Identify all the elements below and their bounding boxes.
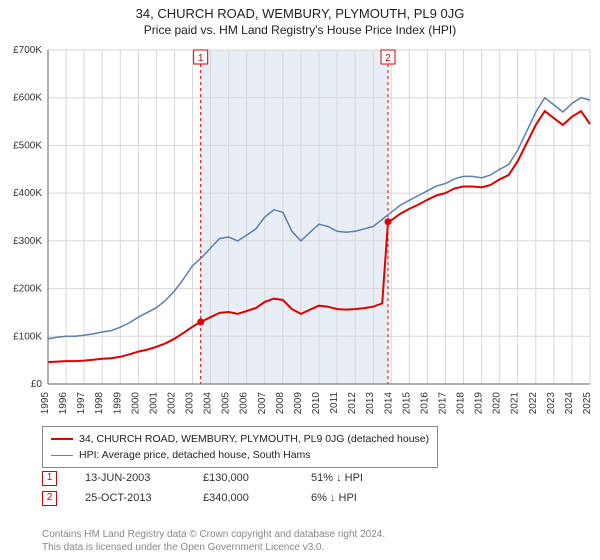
legend-label: 34, CHURCH ROAD, WEMBURY, PLYMOUTH, PL9 … — [79, 431, 429, 447]
svg-text:2017: 2017 — [437, 392, 448, 415]
svg-text:2020: 2020 — [492, 392, 503, 415]
svg-text:2005: 2005 — [221, 392, 232, 415]
svg-text:2007: 2007 — [257, 392, 268, 415]
svg-text:2022: 2022 — [528, 392, 539, 415]
svg-text:1998: 1998 — [94, 392, 105, 415]
svg-text:2000: 2000 — [130, 392, 141, 415]
svg-text:1: 1 — [198, 53, 204, 64]
chart-container: 34, CHURCH ROAD, WEMBURY, PLYMOUTH, PL9 … — [0, 0, 600, 560]
svg-text:2001: 2001 — [148, 392, 159, 415]
event-row: 1 13-JUN-2003 £130,000 51% ↓ HPI — [42, 468, 401, 488]
event-pct: 6% ↓ HPI — [311, 492, 401, 504]
svg-text:2023: 2023 — [546, 392, 557, 415]
svg-text:2012: 2012 — [347, 392, 358, 415]
svg-text:2024: 2024 — [564, 392, 575, 415]
svg-text:£400K: £400K — [13, 188, 42, 199]
svg-text:2018: 2018 — [456, 392, 467, 415]
event-marker-box: 1 — [42, 471, 57, 486]
legend-swatch — [51, 438, 73, 440]
svg-text:2: 2 — [385, 53, 391, 64]
svg-text:£700K: £700K — [13, 45, 42, 56]
svg-text:2013: 2013 — [365, 392, 376, 415]
event-price: £130,000 — [203, 472, 283, 484]
footnote: Contains HM Land Registry data © Crown c… — [42, 528, 385, 554]
svg-text:2014: 2014 — [383, 392, 394, 415]
legend-label: HPI: Average price, detached house, Sout… — [79, 447, 311, 463]
legend-swatch — [51, 455, 73, 456]
event-date: 25-OCT-2013 — [85, 492, 175, 504]
event-table: 1 13-JUN-2003 £130,000 51% ↓ HPI 2 25-OC… — [42, 468, 401, 508]
svg-text:2015: 2015 — [401, 392, 412, 415]
svg-text:2021: 2021 — [510, 392, 521, 415]
svg-text:1999: 1999 — [112, 392, 123, 415]
svg-text:£100K: £100K — [13, 331, 42, 342]
title-address: 34, CHURCH ROAD, WEMBURY, PLYMOUTH, PL9 … — [0, 6, 600, 21]
chart: £0 £100K £200K £300K £400K £500K £600K £700K 199… — [0, 44, 600, 419]
svg-text:1997: 1997 — [76, 392, 87, 415]
svg-text:2010: 2010 — [311, 392, 322, 415]
event-row: 2 25-OCT-2013 £340,000 6% ↓ HPI — [42, 488, 401, 508]
svg-text:£500K: £500K — [13, 140, 42, 151]
titles: 34, CHURCH ROAD, WEMBURY, PLYMOUTH, PL9 … — [0, 0, 600, 37]
svg-text:2011: 2011 — [329, 392, 340, 414]
legend: 34, CHURCH ROAD, WEMBURY, PLYMOUTH, PL9 … — [42, 426, 438, 468]
svg-text:2003: 2003 — [185, 392, 196, 415]
title-subtitle: Price paid vs. HM Land Registry's House … — [0, 23, 600, 37]
event-pct: 51% ↓ HPI — [311, 472, 401, 484]
event-price: £340,000 — [203, 492, 283, 504]
legend-row: 34, CHURCH ROAD, WEMBURY, PLYMOUTH, PL9 … — [51, 431, 429, 447]
svg-text:1995: 1995 — [40, 392, 51, 415]
svg-text:2016: 2016 — [419, 392, 430, 415]
svg-text:2006: 2006 — [239, 392, 250, 415]
svg-text:£600K: £600K — [13, 93, 42, 104]
event-marker-box: 2 — [42, 491, 57, 506]
svg-text:2025: 2025 — [582, 392, 593, 415]
footnote-line: This data is licensed under the Open Gov… — [42, 541, 385, 554]
footnote-line: Contains HM Land Registry data © Crown c… — [42, 528, 385, 541]
svg-text:2009: 2009 — [293, 392, 304, 415]
svg-text:2019: 2019 — [474, 392, 485, 415]
svg-text:£200K: £200K — [13, 284, 42, 295]
chart-svg: £0 £100K £200K £300K £400K £500K £600K £700K 199… — [0, 44, 600, 419]
svg-text:£0: £0 — [31, 379, 43, 390]
svg-text:2004: 2004 — [203, 392, 214, 415]
svg-text:£300K: £300K — [13, 236, 42, 247]
svg-text:2008: 2008 — [275, 392, 286, 415]
legend-row: HPI: Average price, detached house, Sout… — [51, 447, 429, 463]
event-date: 13-JUN-2003 — [85, 472, 175, 484]
svg-text:1996: 1996 — [58, 392, 69, 415]
svg-text:2002: 2002 — [166, 392, 177, 415]
